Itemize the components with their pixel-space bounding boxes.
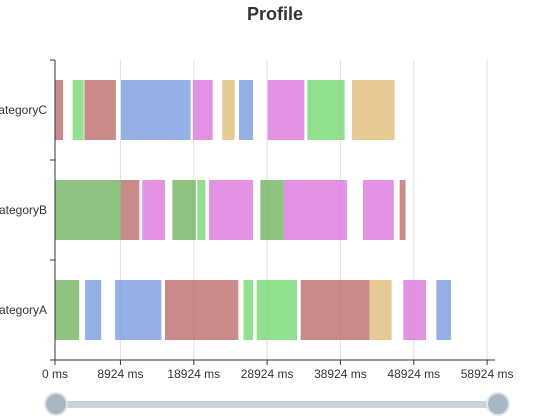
- timeline-bar: [209, 180, 253, 240]
- y-tick-label: categoryC: [0, 103, 47, 117]
- timeline-bar: [172, 180, 196, 240]
- timeline-bar: [121, 180, 140, 240]
- zoom-handle-start[interactable]: [46, 394, 66, 414]
- chart-canvas: 0 ms 8924 ms 18924 ms 28924 ms 38924 ms 48924…: [0, 59, 514, 381]
- x-tick-label: 18924 ms: [167, 367, 220, 381]
- zoom-track[interactable]: [56, 401, 498, 408]
- x-tick-label: 58924 ms: [461, 367, 514, 381]
- zoom-handle-end[interactable]: [488, 394, 508, 414]
- timeline-bar: [436, 280, 451, 340]
- x-tick-label: 28924 ms: [241, 367, 294, 381]
- timeline-bar: [197, 180, 206, 240]
- x-tick-label: 8924 ms: [97, 367, 143, 381]
- timeline-bar: [243, 280, 253, 340]
- timeline-bar: [369, 280, 392, 340]
- timeline-bar: [239, 80, 253, 140]
- timeline-bar: [300, 280, 370, 340]
- timeline-bar: [84, 80, 116, 140]
- x-tick-label: 48924 ms: [387, 367, 440, 381]
- timeline-bar: [165, 280, 239, 340]
- timeline-bar: [142, 180, 165, 240]
- chart-title: Profile: [246, 4, 303, 24]
- timeline-bar: [115, 280, 162, 340]
- timeline-bar: [85, 280, 102, 340]
- timeline-bar: [55, 180, 121, 240]
- timeline-bar: [256, 280, 297, 340]
- timeline-bar: [121, 80, 191, 140]
- timeline-bar: [352, 80, 395, 140]
- timeline-bar: [55, 80, 64, 140]
- x-tick-label: 0 ms: [42, 367, 68, 381]
- timeline-bar: [399, 180, 406, 240]
- y-tick-label: categoryA: [0, 303, 47, 317]
- timeline-bar: [307, 80, 345, 140]
- timeline-bar: [72, 80, 84, 140]
- timeline-bar: [192, 80, 213, 140]
- timeline-bar: [363, 180, 394, 240]
- timeline-bar: [55, 280, 80, 340]
- timeline-bar: [403, 280, 427, 340]
- y-tick-label: categoryB: [0, 203, 47, 217]
- x-tick-label: 38924 ms: [314, 367, 367, 381]
- timeline-bar: [267, 80, 305, 140]
- timeline-bar: [283, 180, 347, 240]
- zoom-slider[interactable]: [46, 393, 508, 415]
- timeline-bar: [222, 80, 235, 140]
- timeline-bar: [260, 180, 284, 240]
